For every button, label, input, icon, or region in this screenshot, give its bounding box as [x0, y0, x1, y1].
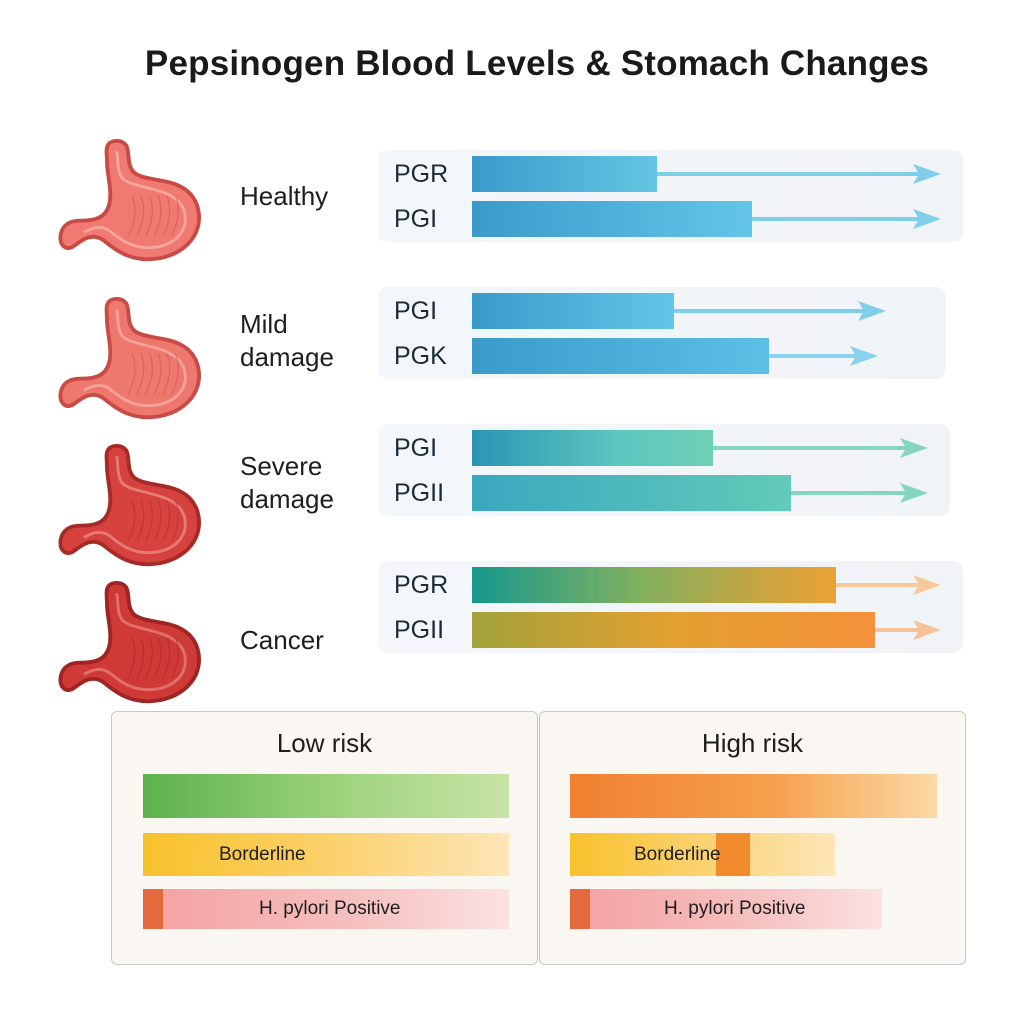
trend-arrow-icon — [875, 620, 941, 640]
trend-arrow-icon — [713, 438, 928, 458]
stage-label: Severe damage — [240, 450, 334, 516]
severe-damage-stomach-icon — [58, 443, 201, 567]
stage-label-line: Cancer — [240, 625, 324, 655]
trend-arrow-icon — [791, 483, 928, 503]
high-risk-borderline-marker — [716, 833, 750, 876]
trend-arrow-icon — [836, 575, 941, 595]
trend-arrow-icon — [769, 346, 878, 366]
high-risk-hpylori-label: H. pylori Positive — [664, 898, 806, 919]
high-risk-hpylori-marker — [570, 889, 590, 929]
low-risk-green-bar — [143, 774, 509, 818]
cancer-stomach-icon — [58, 580, 201, 704]
pepsinogen-level-bar — [472, 475, 791, 511]
stage-label: Mild damage — [240, 308, 334, 374]
pepsinogen-bar-row: PGR — [378, 156, 963, 192]
pepsinogen-bar-label: PGI — [394, 205, 438, 233]
high-risk-title: High risk — [701, 728, 804, 758]
pepsinogen-level-bar — [472, 612, 875, 648]
stage-label-line: damage — [240, 484, 334, 514]
pepsinogen-bar-row: PGR — [378, 567, 963, 603]
pepsinogen-bar-label: PGII — [394, 616, 445, 644]
high-risk-borderline-bar: Borderline — [570, 833, 835, 876]
pepsinogen-bar-row: PGII — [378, 612, 963, 648]
stage-label-line: Severe — [240, 451, 323, 481]
high-risk-panel: High risk Borderline H. pylori Positive — [539, 711, 966, 965]
page-title: Pepsinogen Blood Levels & Stomach Change… — [144, 44, 930, 83]
pepsinogen-bar-label: PGK — [394, 342, 447, 370]
high-risk-borderline-label: Borderline — [634, 843, 721, 865]
pepsinogen-panel: PGR PGII — [378, 561, 963, 653]
pepsinogen-level-bar — [472, 338, 769, 374]
low-risk-borderline-label: Borderline — [219, 843, 306, 865]
pepsinogen-bar-row: PGI — [378, 201, 963, 237]
low-risk-title: Low risk — [276, 728, 373, 758]
low-risk-hpylori-bar: H. pylori Positive — [143, 889, 509, 929]
stage-label-line: Healthy — [240, 181, 329, 211]
pepsinogen-level-bar — [472, 156, 657, 192]
pepsinogen-level-bar — [472, 430, 713, 466]
mild-damage-stomach-icon — [58, 296, 201, 420]
high-risk-hpylori-bar: H. pylori Positive — [570, 889, 882, 929]
stage-label: Healthy — [240, 180, 328, 213]
stage-label-line: damage — [240, 342, 334, 372]
pepsinogen-bar-row: PGI — [378, 430, 950, 466]
stage-label-line: Mild — [240, 309, 288, 339]
low-risk-panel: Low risk Borderline H. pylori Positive — [111, 711, 538, 965]
healthy-stomach-icon — [58, 138, 201, 262]
pepsinogen-bar-row: PGI — [378, 293, 946, 329]
pepsinogen-level-bar — [472, 567, 836, 603]
pepsinogen-bar-label: PGR — [394, 160, 449, 188]
pepsinogen-bar-label: PGI — [394, 434, 438, 462]
pepsinogen-panel: PGI PGK — [378, 287, 946, 379]
stage-label: Cancer — [240, 624, 324, 657]
low-risk-hpylori-marker — [143, 889, 163, 929]
trend-arrow-icon — [674, 301, 886, 321]
pepsinogen-level-bar — [472, 293, 674, 329]
pepsinogen-level-bar — [472, 201, 752, 237]
pepsinogen-bar-label: PGII — [394, 479, 445, 507]
low-risk-borderline-bar: Borderline — [143, 833, 509, 876]
pepsinogen-bar-label: PGI — [394, 297, 438, 325]
low-risk-hpylori-label: H. pylori Positive — [259, 898, 401, 919]
pepsinogen-bar-label: PGR — [394, 571, 449, 599]
pepsinogen-panel: PGR PGI — [378, 150, 963, 242]
trend-arrow-icon — [657, 164, 941, 184]
trend-arrow-icon — [752, 209, 941, 229]
high-risk-orange-bar — [570, 774, 937, 818]
pepsinogen-bar-row: PGII — [378, 475, 950, 511]
pepsinogen-panel: PGI PGII — [378, 424, 950, 516]
pepsinogen-bar-row: PGK — [378, 338, 946, 374]
